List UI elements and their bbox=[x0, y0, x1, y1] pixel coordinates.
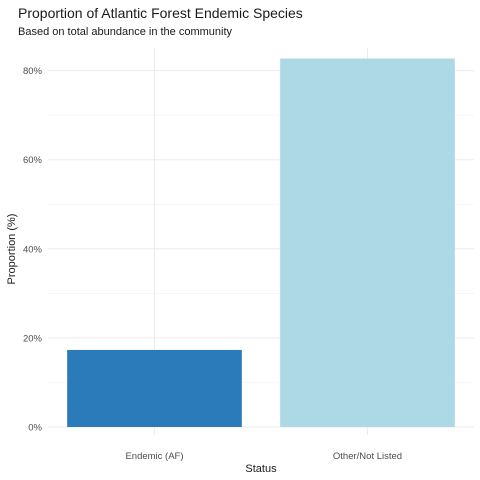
x-axis-ticks: Endemic (AF) Other/Not Listed bbox=[125, 451, 402, 462]
x-tick-label: Other/Not Listed bbox=[333, 451, 402, 462]
y-axis-title: Proportion (%) bbox=[6, 214, 18, 285]
y-tick-label: 40% bbox=[23, 244, 43, 255]
y-axis-ticks: 0% 20% 40% 60% 80% bbox=[23, 66, 43, 433]
x-axis-title: Status bbox=[245, 463, 277, 475]
chart-subtitle: Based on total abundance in the communit… bbox=[18, 26, 233, 38]
y-tick-label: 60% bbox=[23, 155, 43, 166]
y-tick-label: 80% bbox=[23, 66, 43, 77]
y-tick-label: 20% bbox=[23, 333, 43, 344]
bars bbox=[67, 58, 455, 427]
x-tick-label: Endemic (AF) bbox=[125, 451, 183, 462]
bar-other-not-listed bbox=[280, 58, 455, 427]
y-tick-label: 0% bbox=[28, 423, 42, 434]
chart-title: Proportion of Atlantic Forest Endemic Sp… bbox=[18, 5, 303, 21]
bar-endemic-af bbox=[67, 349, 242, 427]
